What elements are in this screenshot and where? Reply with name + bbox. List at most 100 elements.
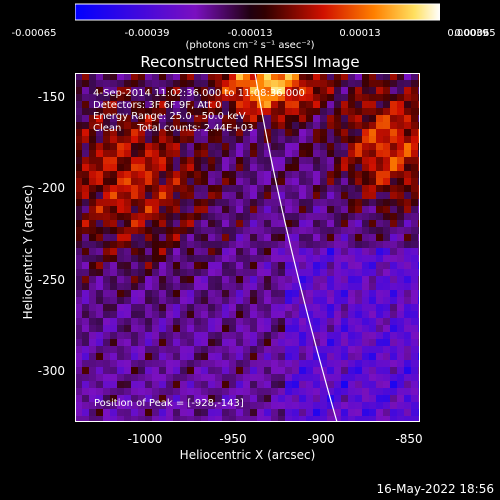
heatmap-cell [285,311,292,318]
heatmap-cell [159,192,166,199]
heatmap-cell [201,353,208,360]
heatmap-cell [75,332,82,339]
heatmap-cell [201,311,208,318]
heatmap-cell [75,136,82,143]
heatmap-cell [145,185,152,192]
heatmap-cell [292,73,299,80]
heatmap-cell [222,276,229,283]
heatmap-cell [208,129,215,136]
heatmap-cell [236,115,243,122]
heatmap-cell [152,339,159,346]
heatmap-cell [103,80,110,87]
heatmap-cell [180,122,187,129]
heatmap-cell [159,234,166,241]
heatmap-cell [411,269,418,276]
heatmap-cell [306,325,313,332]
heatmap-cell [341,122,348,129]
heatmap-cell [215,73,222,80]
heatmap-cell [383,185,390,192]
heatmap-cell [306,115,313,122]
heatmap-cell [173,416,180,422]
heatmap-cell [292,416,299,422]
heatmap-cell [96,136,103,143]
heatmap-cell [117,178,124,185]
heatmap-cell [152,346,159,353]
heatmap-cell [243,213,250,220]
heatmap-cell [89,388,96,395]
heatmap-cell [376,192,383,199]
heatmap-cell [124,101,131,108]
heatmap-cell [278,311,285,318]
heatmap-cell [383,94,390,101]
heatmap-cell [215,178,222,185]
heatmap-cell [180,325,187,332]
heatmap-cell [355,416,362,422]
heatmap-cell [327,269,334,276]
heatmap-cell [369,115,376,122]
heatmap-cell [348,80,355,87]
heatmap-cell [215,409,222,416]
heatmap-cell [117,80,124,87]
heatmap-cell [271,339,278,346]
heatmap-cell [159,115,166,122]
heatmap-cell [75,367,82,374]
heatmap-cell [208,136,215,143]
heatmap-cell [285,269,292,276]
heatmap-cell [96,199,103,206]
heatmap-cell [257,374,264,381]
heatmap-cell [285,192,292,199]
heatmap-cell [355,290,362,297]
heatmap-cell [110,108,117,115]
heatmap-cell [257,402,264,409]
heatmap-cell [208,395,215,402]
heatmap-cell [222,241,229,248]
heatmap-cell [306,255,313,262]
heatmap-cell [138,255,145,262]
heatmap-cell [292,360,299,367]
heatmap-cell [250,381,257,388]
heatmap-cell [138,332,145,339]
heatmap-cell [201,101,208,108]
heatmap-cell [369,402,376,409]
heatmap-cell [145,115,152,122]
heatmap-cell [187,409,194,416]
heatmap-cell [376,360,383,367]
heatmap-cell [411,304,418,311]
heatmap-cell [187,388,194,395]
heatmap-cell [173,206,180,213]
heatmap-cell [173,248,180,255]
timestamp-footer: 16-May-2022 18:56 [376,482,494,496]
heatmap-cell [341,297,348,304]
heatmap-cell [271,164,278,171]
heatmap-cell [117,213,124,220]
heatmap-cell [138,346,145,353]
heatmap-cell [285,325,292,332]
heatmap-cell [278,269,285,276]
heatmap-cell [215,129,222,136]
heatmap-cell [159,262,166,269]
heatmap-cell [187,290,194,297]
heatmap-cell [306,164,313,171]
heatmap-cell [271,234,278,241]
heatmap-cell [229,122,236,129]
heatmap-cell [194,367,201,374]
heatmap-cell [152,185,159,192]
heatmap-cell [313,164,320,171]
heatmap-cell [404,234,411,241]
heatmap-cell [117,73,124,80]
heatmap-cell [96,388,103,395]
heatmap-cell [159,381,166,388]
heatmap-cell [131,297,138,304]
heatmap-cell [75,73,82,80]
heatmap-cell [348,171,355,178]
heatmap-cell [362,388,369,395]
heatmap-cell [159,101,166,108]
heatmap-cell [166,227,173,234]
heatmap-cell [236,227,243,234]
heatmap-cell [124,360,131,367]
heatmap-cell [166,367,173,374]
heatmap-cell [215,395,222,402]
heatmap-cell [243,325,250,332]
heatmap-cell [404,269,411,276]
heatmap-cell [194,290,201,297]
